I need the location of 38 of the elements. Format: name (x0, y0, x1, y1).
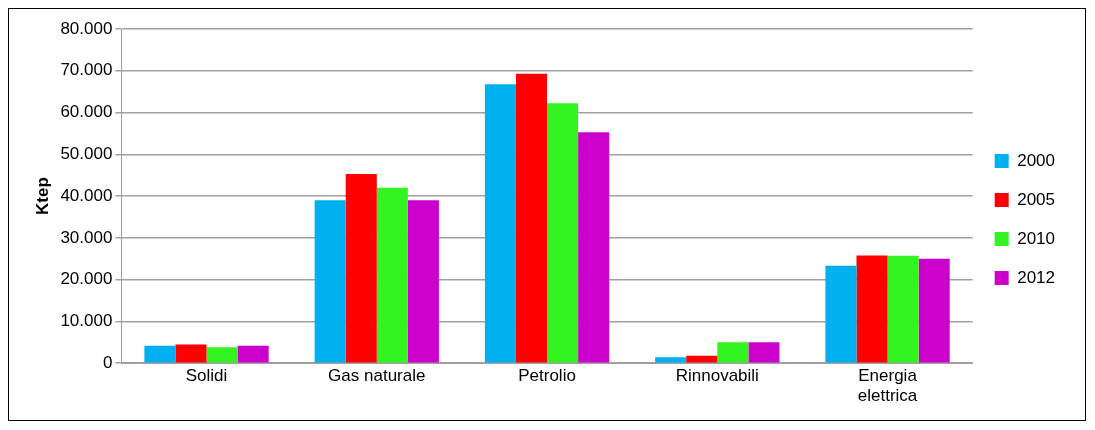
bar (484, 84, 516, 363)
legend-label: 2010 (1017, 228, 1056, 248)
bar (175, 344, 207, 363)
x-tick-label: Energia elettrica (857, 366, 918, 406)
bar (918, 258, 950, 363)
y-tick-label: 10.000 (60, 311, 113, 331)
bar (515, 73, 548, 363)
x-tick-label: Solidi (185, 366, 228, 386)
y-tick-label: 50.000 (60, 144, 113, 164)
bar (314, 200, 346, 363)
bar (578, 132, 610, 363)
bar (237, 345, 269, 363)
y-tick-label: 30.000 (60, 227, 113, 247)
y-tick-label: 80.000 (60, 18, 113, 38)
legend-label: 2012 (1017, 267, 1056, 287)
y-tick-label: 40.000 (60, 185, 113, 205)
y-tick-label: 60.000 (60, 102, 113, 122)
bar (887, 255, 919, 363)
bar (206, 347, 238, 363)
bar (144, 345, 176, 363)
x-tick-label: Gas naturale (328, 366, 426, 386)
bar (748, 342, 780, 363)
y-tick-label: 20.000 (60, 269, 113, 289)
bar (655, 357, 687, 363)
legend-label: 2005 (1017, 189, 1056, 209)
bar (345, 173, 377, 363)
bar (547, 103, 579, 363)
x-tick-label: Petrolio (518, 366, 576, 386)
bar (376, 187, 408, 363)
y-tick-label: 70.000 (60, 60, 113, 80)
legend-label: 2000 (1017, 150, 1056, 170)
bar (856, 255, 888, 363)
bar (825, 265, 857, 363)
bar (407, 200, 439, 363)
y-axis-title: Ktep (32, 177, 52, 215)
bar (717, 342, 749, 363)
x-tick-label: Rinnovabili (675, 366, 759, 386)
y-tick-label: 0 (102, 352, 113, 372)
